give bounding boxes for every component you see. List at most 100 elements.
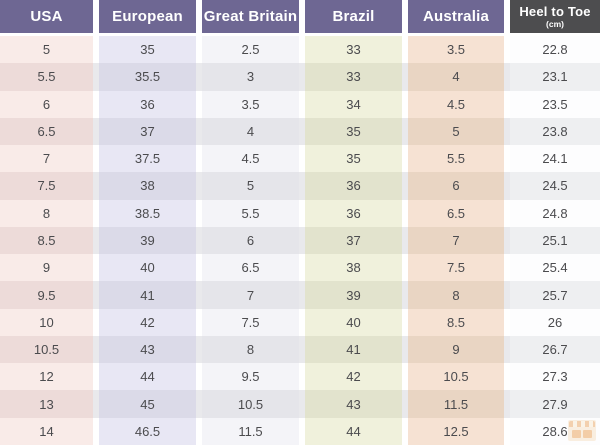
table-cell-brazil: 41 (305, 335, 402, 364)
table-cell-australia: 5 (408, 117, 504, 146)
table-row: 9 40 6.5 38 7.5 25.4 (0, 254, 600, 282)
table-cell-brazil: 33 (305, 63, 402, 91)
table-cell-european: 44 (99, 363, 196, 391)
table-cell-european: 36 (99, 90, 196, 118)
table-cell-brazil: 38 (305, 254, 402, 282)
table-cell-australia: 6 (408, 172, 504, 200)
awning-icon-part (569, 421, 595, 427)
table-row: 5 35 2.5 33 3.5 22.8 (0, 36, 600, 64)
column-header-heel-to-toe: Heel to Toe (cm) (510, 0, 600, 33)
table-cell-australia: 3.5 (408, 36, 504, 64)
table-cell-european: 42 (99, 308, 196, 336)
table-cell-brazil: 33 (305, 36, 402, 64)
column-header-australia: Australia (408, 0, 504, 33)
column-header-label: USA (30, 8, 63, 25)
table-cell-european: 35 (99, 36, 196, 64)
table-cell-european: 37 (99, 117, 196, 146)
table-cell-australia: 6.5 (408, 199, 504, 227)
table-row: 10.5 43 8 41 9 26.7 (0, 335, 600, 364)
table-cell-usa: 8 (0, 199, 93, 227)
table-cell-brazil: 37 (305, 226, 402, 255)
table-cell-brazil: 34 (305, 90, 402, 118)
table-cell-great-britain: 7.5 (202, 308, 299, 336)
table-cell-usa: 9.5 (0, 281, 93, 309)
table-cell-great-britain: 9.5 (202, 363, 299, 391)
table-cell-european: 35.5 (99, 63, 196, 91)
column-header-usa: USA (0, 0, 93, 33)
table-cell-usa: 8.5 (0, 226, 93, 255)
column-header-brazil: Brazil (305, 0, 402, 33)
table-cell-australia: 8.5 (408, 308, 504, 336)
table-cell-brazil: 36 (305, 172, 402, 200)
table-row: 12 44 9.5 42 10.5 27.3 (0, 363, 600, 391)
table-row: 8 38.5 5.5 36 6.5 24.8 (0, 199, 600, 227)
table-cell-brazil: 35 (305, 145, 402, 173)
table-cell-heel-to-toe: 25.1 (510, 226, 600, 255)
table-cell-brazil: 42 (305, 363, 402, 391)
table-cell-usa: 5 (0, 36, 93, 64)
table-cell-great-britain: 5 (202, 172, 299, 200)
shop-logo-watermark-icon (568, 420, 596, 441)
table-cell-european: 38 (99, 172, 196, 200)
table-row: 6.5 37 4 35 5 23.8 (0, 117, 600, 146)
table-header-row: USA European Great Britain Brazil Australia H… (0, 0, 600, 33)
column-header-label: Heel to Toe (519, 3, 591, 19)
table-cell-great-britain: 8 (202, 335, 299, 364)
table-cell-australia: 5.5 (408, 145, 504, 173)
window-icon-part (572, 430, 581, 438)
table-row: 9.5 41 7 39 8 25.7 (0, 281, 600, 309)
table-cell-european: 43 (99, 335, 196, 364)
table-cell-great-britain: 10.5 (202, 390, 299, 418)
table-cell-heel-to-toe: 26 (510, 308, 600, 336)
table-body: 5 35 2.5 33 3.5 22.8 5.5 35.5 3 33 4 23.1 6 36 3.5 34 4.… (0, 36, 600, 445)
table-cell-brazil: 35 (305, 117, 402, 146)
table-cell-european: 46.5 (99, 417, 196, 445)
table-row: 14 46.5 11.5 44 12.5 28.6 (0, 417, 600, 445)
table-cell-usa: 6 (0, 90, 93, 118)
table-cell-great-britain: 3 (202, 63, 299, 91)
column-header-great-britain: Great Britain (202, 0, 299, 33)
table-cell-usa: 7.5 (0, 172, 93, 200)
column-header-label: European (112, 8, 183, 25)
table-cell-heel-to-toe: 26.7 (510, 335, 600, 364)
table-cell-heel-to-toe: 25.7 (510, 281, 600, 309)
table-cell-usa: 10 (0, 308, 93, 336)
table-cell-heel-to-toe: 27.3 (510, 363, 600, 391)
table-cell-brazil: 40 (305, 308, 402, 336)
column-header-sublabel: (cm) (546, 18, 564, 29)
table-cell-european: 40 (99, 254, 196, 282)
column-header-label: Australia (423, 8, 489, 25)
table-cell-heel-to-toe: 24.5 (510, 172, 600, 200)
table-cell-brazil: 36 (305, 199, 402, 227)
table-cell-european: 45 (99, 390, 196, 418)
table-cell-heel-to-toe: 24.1 (510, 145, 600, 173)
table-cell-great-britain: 7 (202, 281, 299, 309)
table-cell-usa: 14 (0, 417, 93, 445)
table-cell-great-britain: 5.5 (202, 199, 299, 227)
table-cell-heel-to-toe: 22.8 (510, 36, 600, 64)
table-cell-great-britain: 4 (202, 117, 299, 146)
table-cell-brazil: 44 (305, 417, 402, 445)
table-cell-great-britain: 3.5 (202, 90, 299, 118)
table-cell-heel-to-toe: 25.4 (510, 254, 600, 282)
table-cell-great-britain: 4.5 (202, 145, 299, 173)
table-cell-heel-to-toe: 27.9 (510, 390, 600, 418)
table-row: 7.5 38 5 36 6 24.5 (0, 172, 600, 200)
table-cell-heel-to-toe: 23.1 (510, 63, 600, 91)
table-cell-heel-to-toe: 24.8 (510, 199, 600, 227)
table-cell-european: 37.5 (99, 145, 196, 173)
table-cell-usa: 7 (0, 145, 93, 173)
table-cell-european: 41 (99, 281, 196, 309)
table-cell-great-britain: 6.5 (202, 254, 299, 282)
table-row: 13 45 10.5 43 11.5 27.9 (0, 390, 600, 418)
table-cell-usa: 6.5 (0, 117, 93, 146)
table-row: 5.5 35.5 3 33 4 23.1 (0, 63, 600, 91)
column-header-label: Great Britain (203, 8, 298, 25)
table-row: 8.5 39 6 37 7 25.1 (0, 226, 600, 255)
table-cell-usa: 10.5 (0, 335, 93, 364)
table-row: 6 36 3.5 34 4.5 23.5 (0, 90, 600, 118)
column-header-european: European (99, 0, 196, 33)
table-cell-australia: 4.5 (408, 90, 504, 118)
table-cell-australia: 4 (408, 63, 504, 91)
